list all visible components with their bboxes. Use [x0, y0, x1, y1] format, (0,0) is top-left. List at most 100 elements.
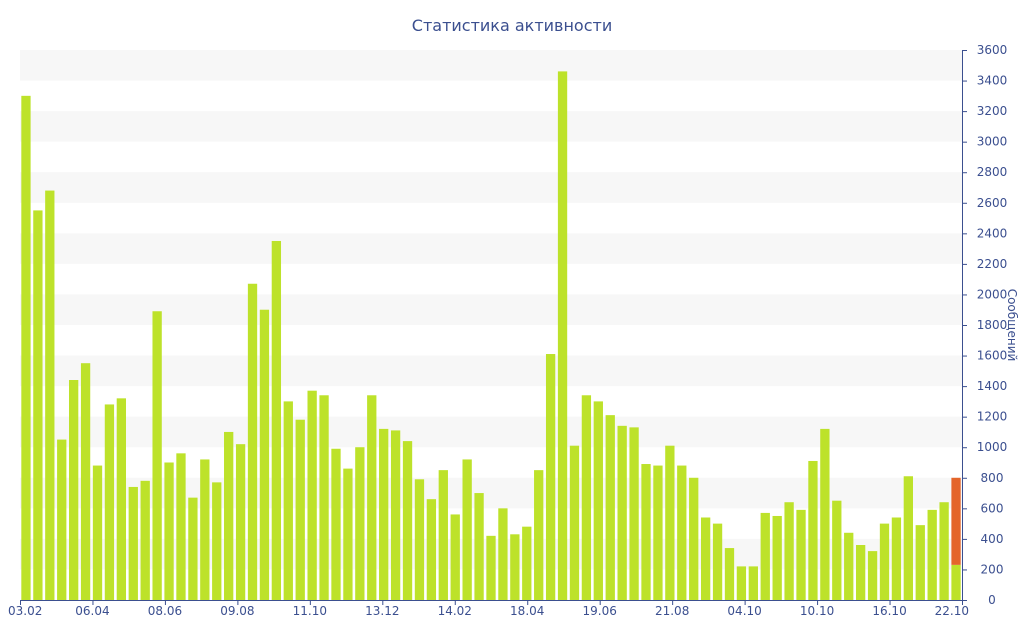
bar: [212, 482, 222, 600]
bar: [331, 448, 341, 600]
bar: [402, 441, 413, 600]
bar: [92, 465, 103, 600]
bar: [522, 526, 532, 600]
bar: [80, 363, 91, 600]
y-tick-label: 2800: [977, 165, 1008, 179]
bar: [545, 354, 556, 600]
bar: [712, 523, 723, 600]
bar: [808, 460, 818, 600]
bar: [772, 515, 782, 600]
grid-band: [20, 50, 962, 81]
bar: [188, 497, 198, 600]
bar: [224, 431, 234, 600]
bar: [140, 480, 150, 600]
x-axis-ticks: 03.02 06.04 08.06 09.08 11.10 13.12 14.02 18.04…: [8, 600, 969, 618]
bar: [414, 479, 425, 600]
bar: [486, 535, 496, 600]
bar: [307, 390, 317, 600]
bar: [176, 453, 186, 600]
bar: [295, 419, 305, 600]
bar: [915, 525, 925, 600]
y-tick-label: 3200: [977, 104, 1008, 118]
bar: [33, 210, 43, 600]
bar: [557, 71, 568, 600]
y-tick-label: 0: [988, 593, 996, 607]
bar: [235, 444, 246, 600]
bar: [426, 499, 437, 600]
y-tick-label: 200: [981, 562, 1004, 576]
y-tick-label: 1200: [977, 410, 1008, 424]
y-tick-label: 400: [981, 532, 1004, 546]
bar: [796, 509, 806, 600]
y-tick-label: 2600: [977, 196, 1008, 210]
x-tick-label: 03.02: [8, 604, 42, 618]
bar: [438, 470, 448, 600]
grid-band: [20, 172, 962, 203]
bar: [474, 493, 484, 600]
bar: [629, 427, 639, 600]
bar: [879, 523, 890, 600]
y-tick-label: 1800: [977, 318, 1008, 332]
bar: [462, 459, 472, 600]
bar: [57, 439, 67, 600]
y-tick-label: 1000: [977, 440, 1008, 454]
x-tick-label: 18.04: [510, 604, 544, 618]
y-tick-label: 1600: [977, 349, 1008, 363]
bar: [784, 502, 794, 600]
x-tick-label: 09.08: [220, 604, 254, 618]
bar: [951, 564, 961, 600]
bar: [164, 462, 174, 600]
bar: [271, 240, 282, 600]
grid-band: [20, 355, 962, 387]
bar: [760, 512, 770, 600]
y-tick-label: 3600: [977, 43, 1008, 57]
x-tick-label: 04.10: [727, 604, 761, 618]
bar: [903, 476, 913, 600]
y-axis-label: Сообщений: [1005, 289, 1019, 362]
x-tick-label: 06.04: [75, 604, 109, 618]
bar: [605, 415, 615, 600]
bar: [152, 311, 162, 600]
grid-band: [20, 294, 962, 325]
bar-highlight: [951, 477, 961, 565]
y-tick-label: 2200: [977, 257, 1008, 271]
chart-title: Статистика активности: [412, 16, 612, 35]
y-tick-label: 3000: [977, 135, 1008, 149]
bar: [116, 398, 127, 600]
bar: [534, 470, 544, 600]
x-tick-label: 13.12: [365, 604, 399, 618]
bar: [355, 447, 365, 600]
bar: [259, 309, 270, 600]
bar: [45, 190, 55, 601]
bar: [939, 502, 949, 600]
grid-band: [20, 111, 962, 142]
bar: [379, 428, 389, 600]
bar: [832, 500, 842, 600]
bar: [104, 404, 115, 600]
bar: [689, 477, 699, 600]
bar: [21, 95, 31, 600]
y-axis-ticks: 0 200 400 600 800 1000 1200 1400 1600 1800 2000 220…: [962, 43, 1007, 607]
x-tick-label: 14.02: [438, 604, 472, 618]
bar: [569, 445, 580, 600]
bar: [510, 534, 520, 600]
x-tick-label: 22.10: [935, 604, 969, 618]
bar: [665, 445, 675, 600]
bar: [653, 465, 663, 600]
y-tick-label: 2000: [977, 287, 1008, 301]
grid-band: [20, 233, 962, 264]
bar: [593, 401, 603, 600]
bar: [343, 468, 353, 600]
bar: [677, 465, 687, 600]
x-tick-label: 21.08: [655, 604, 689, 618]
bar: [247, 283, 258, 600]
bar: [736, 566, 747, 600]
bar: [390, 430, 401, 600]
bar: [283, 401, 293, 600]
x-tick-label: 11.10: [293, 604, 327, 618]
grid-bands: [20, 50, 962, 570]
bar: [844, 532, 854, 600]
bar: [367, 395, 377, 600]
bar: [617, 425, 627, 600]
